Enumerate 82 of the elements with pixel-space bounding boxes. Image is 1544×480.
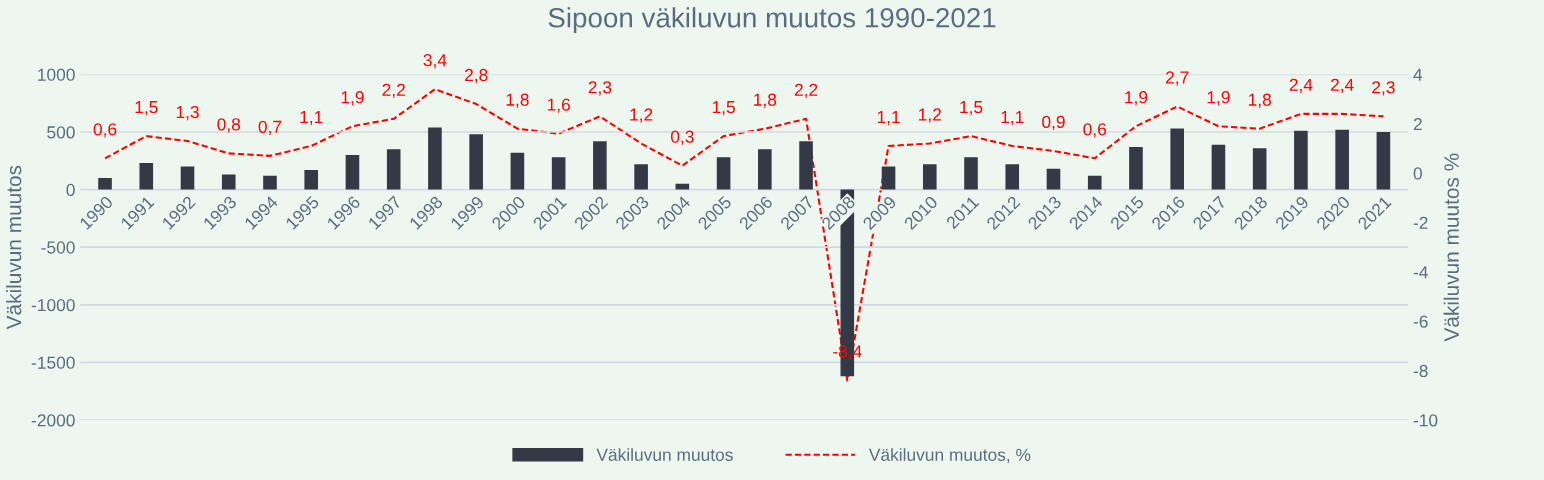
y-tick-label: 0	[66, 183, 75, 197]
bar	[675, 183, 690, 190]
y-tick-label: -2000	[31, 414, 75, 427]
bar	[551, 157, 566, 190]
bar	[799, 141, 813, 190]
data-label: 3,4	[423, 54, 447, 69]
bar	[1005, 164, 1020, 190]
data-label: 2,2	[382, 83, 405, 99]
data-label: 2,3	[1372, 81, 1395, 96]
bar	[345, 155, 360, 190]
data-label: 0,9	[1042, 115, 1065, 131]
bar	[221, 174, 236, 190]
data-label: 1,2	[630, 108, 653, 123]
data-label: 1,5	[135, 101, 158, 116]
y-tick-label: -1000	[31, 298, 75, 312]
bar	[1170, 128, 1184, 190]
bar	[263, 175, 277, 190]
bar	[1294, 130, 1308, 190]
data-label: 1,1	[300, 111, 323, 126]
data-label: 2,8	[464, 68, 488, 84]
data-label: 2,4	[1289, 78, 1313, 94]
bar	[922, 164, 937, 190]
data-label: 2,4	[1330, 78, 1354, 94]
data-label: 0,3	[670, 130, 694, 145]
y-axis-title: Väkiluvun muutos	[6, 165, 22, 330]
chart-title: Sipoon väkiluvun muutos 1990-2021	[548, 7, 996, 34]
bar	[1087, 175, 1102, 190]
data-label: 0,6	[1083, 123, 1107, 138]
data-label: 1,5	[712, 101, 735, 116]
data-label: 1,6	[547, 98, 570, 113]
bar	[758, 149, 772, 190]
y2-axis-title: Väkiluvun muutos %	[1443, 153, 1459, 342]
bar	[180, 166, 195, 190]
data-label: 1,2	[919, 108, 941, 123]
bar	[1046, 168, 1061, 190]
legend-label: Väkiluvun muutos, %	[868, 448, 1031, 463]
y2-tick-label: 4	[1413, 68, 1423, 81]
legend-label: Väkiluvun muutos	[596, 448, 733, 461]
bar	[98, 178, 112, 190]
bar	[881, 166, 896, 190]
y2-tick-label: -2	[1413, 216, 1428, 229]
data-label: 0,8	[217, 118, 241, 133]
y2-tick-label: -4	[1413, 266, 1428, 279]
bar	[593, 141, 607, 190]
y-tick-label: -500	[41, 241, 75, 254]
data-label: 1,1	[1001, 111, 1024, 126]
y-tick-label: -1500	[31, 356, 75, 369]
bar	[428, 127, 442, 190]
data-label: 2,7	[1166, 71, 1189, 86]
bar	[510, 152, 525, 190]
bar	[386, 149, 401, 190]
bar	[304, 170, 319, 190]
data-label: 1,8	[506, 93, 529, 108]
data-label: 1,8	[754, 93, 777, 108]
data-label: 1,5	[960, 101, 983, 116]
bar	[469, 134, 483, 190]
data-label: 1,9	[1125, 91, 1148, 106]
y2-tick-label: 0	[1413, 167, 1422, 180]
y2-tick-label: -6	[1413, 315, 1428, 328]
y2-tick-label: -8	[1413, 364, 1428, 378]
bar	[716, 157, 731, 190]
bar	[139, 163, 154, 190]
y2-tick-label: -10	[1413, 414, 1438, 427]
y2-tick-label: 2	[1413, 117, 1422, 131]
data-label: 1,9	[341, 91, 364, 106]
bar	[1129, 146, 1143, 190]
data-label: 1,8	[1248, 93, 1271, 108]
data-label: 1,3	[176, 105, 199, 121]
data-label: 2,3	[588, 81, 612, 96]
bar	[1211, 144, 1226, 190]
bar	[634, 164, 648, 190]
data-label: 2,2	[794, 83, 818, 99]
data-label: 0,6	[93, 123, 117, 138]
data-label: 1,1	[877, 111, 900, 126]
data-label: 0,7	[258, 120, 282, 136]
data-label: 1,9	[1207, 91, 1230, 106]
bar	[1376, 132, 1391, 190]
bar	[1252, 148, 1267, 190]
bar	[964, 157, 978, 190]
bar	[1335, 129, 1349, 190]
y-tick-label: 1000	[38, 68, 75, 81]
y-tick-label: 500	[47, 126, 75, 139]
